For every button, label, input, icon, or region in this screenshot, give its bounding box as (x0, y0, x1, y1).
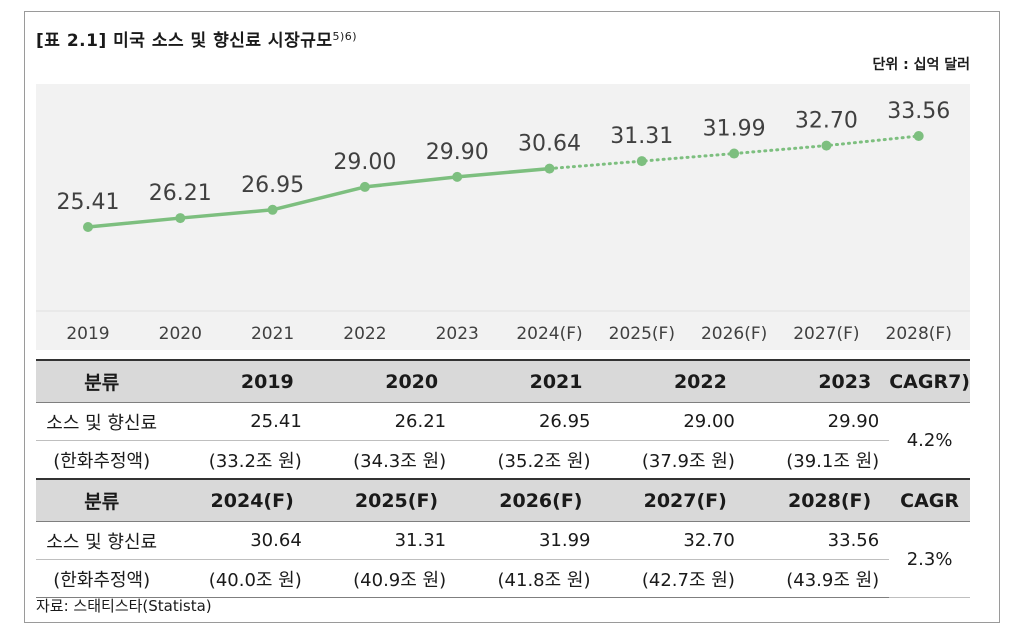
data-table: 분류 2019 2020 2021 2022 2023 CAGR7) 소스 및 … (36, 359, 970, 598)
row-label: 소스 및 향신료 (36, 521, 168, 560)
cagr-value: 2.3% (889, 521, 970, 598)
data-label: 26.21 (149, 181, 212, 206)
table-cell: 30.64 (167, 521, 312, 560)
data-label: 33.56 (887, 99, 950, 124)
table-cell: (33.2조 원) (208, 450, 302, 472)
x-tick-label: 2025(F) (609, 324, 675, 344)
data-point (267, 204, 278, 215)
header-year: 2025(F) (311, 479, 457, 522)
data-label: 30.64 (518, 132, 581, 157)
header-year: 2021 (456, 360, 601, 403)
source-note: 자료: 스태티스타(Statista) (36, 597, 212, 615)
table-cell: (43.9조 원) (786, 569, 880, 591)
table-cell: 31.31 (311, 521, 457, 560)
table-cell: (37.9조 원) (641, 450, 735, 472)
table-cell: (39.1조 원) (786, 450, 880, 472)
header-year: 2027(F) (600, 479, 745, 522)
data-point (544, 163, 555, 174)
figure-frame (24, 11, 1000, 623)
header-year: 2024(F) (167, 479, 312, 522)
header-category: 분류 (36, 479, 168, 522)
table-cell: (42.7조 원) (641, 569, 735, 591)
table-cell: (40.0조 원) (208, 569, 302, 591)
x-tick-label: 2019 (66, 324, 109, 344)
row-label: (한화추정액) (53, 450, 151, 472)
header-cagr: CAGR7) (889, 360, 970, 403)
cagr-value: 4.2% (889, 402, 970, 480)
data-label: 29.00 (333, 150, 396, 175)
header-year: 2022 (600, 360, 745, 403)
figure-title: [표 2.1] 미국 소스 및 향신료 시장규모5)6) (36, 26, 357, 51)
table-cell: 32.70 (600, 521, 745, 560)
data-point (359, 181, 370, 192)
table-cell: (40.9조 원) (353, 569, 447, 591)
table-cell: 26.95 (456, 402, 601, 441)
data-label: 31.99 (703, 117, 766, 142)
table-cell: 25.41 (167, 402, 312, 441)
data-point (913, 131, 924, 141)
x-tick-label: 2023 (436, 324, 479, 344)
x-tick-label: 2026(F) (701, 324, 767, 344)
header-year: 2019 (167, 360, 312, 403)
x-tick-label: 2027(F) (793, 324, 859, 344)
table-cell: (41.8조 원) (497, 569, 591, 591)
data-point (452, 171, 463, 182)
unit-label: 단위 : 십억 달러 (872, 57, 970, 73)
table-cell: (34.3조 원) (353, 450, 447, 472)
x-tick-label: 2028(F) (886, 324, 952, 344)
data-point (729, 148, 740, 159)
table-header-row: 분류 2019 2020 2021 2022 2023 CAGR7) (36, 360, 970, 403)
x-tick-label: 2022 (343, 324, 386, 344)
header-year: 2026(F) (456, 479, 601, 522)
header-category: 분류 (36, 360, 168, 403)
header-year: 2023 (744, 360, 890, 403)
table-cell: 26.21 (311, 402, 457, 441)
header-cagr: CAGR (889, 479, 970, 522)
data-point (175, 213, 186, 224)
table-cell: 29.90 (744, 402, 890, 441)
table-cell: (35.2조 원) (497, 450, 591, 472)
series-line-actual (86, 166, 552, 229)
data-point (821, 140, 832, 151)
data-label: 32.70 (795, 109, 858, 134)
title-footnote: 5)6) (332, 30, 358, 43)
table-header-row: 분류 2024(F) 2025(F) 2026(F) 2027(F) 2028(… (36, 479, 970, 522)
data-label: 29.90 (426, 140, 489, 165)
table-row: (한화추정액) (33.2조 원) (34.3조 원) (35.2조 원) (3… (36, 441, 970, 479)
data-label: 25.41 (57, 190, 120, 215)
header-year: 2020 (311, 360, 457, 403)
data-point (83, 222, 93, 232)
header-year: 2028(F) (744, 479, 890, 522)
x-tick-label: 2021 (251, 324, 294, 344)
row-label: (한화추정액) (53, 569, 151, 591)
data-point (636, 156, 647, 167)
x-tick-label: 2020 (159, 324, 202, 344)
table-cell: 33.56 (744, 521, 890, 560)
table-row: 소스 및 향신료 25.41 26.21 26.95 29.00 29.90 4… (36, 402, 970, 480)
x-tick-label: 2024(F) (516, 324, 582, 344)
chart-layer: 25.41 2019 26.21 2020 26.95 2021 29.00 2022 29.9… (57, 99, 952, 344)
data-label: 31.31 (610, 124, 673, 149)
table-cell: 29.00 (600, 402, 745, 441)
data-label: 26.95 (241, 173, 304, 198)
table-cell: 31.99 (456, 521, 601, 560)
table-row: (한화추정액) (40.0조 원) (40.9조 원) (41.8조 원) (4… (36, 560, 970, 598)
title-text: [표 2.1] 미국 소스 및 향신료 시장규모 (36, 31, 333, 51)
row-label: 소스 및 향신료 (36, 402, 168, 441)
table-row: 소스 및 향신료 30.64 31.31 31.99 32.70 33.56 2… (36, 521, 970, 598)
